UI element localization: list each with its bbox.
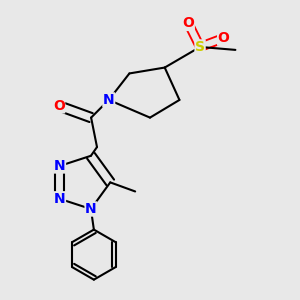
Text: N: N — [103, 93, 115, 107]
Text: O: O — [218, 31, 230, 45]
Text: N: N — [54, 192, 65, 206]
Text: O: O — [53, 99, 65, 113]
Text: N: N — [85, 202, 97, 216]
Text: O: O — [182, 16, 194, 30]
Text: S: S — [195, 40, 205, 54]
Text: N: N — [54, 159, 65, 173]
